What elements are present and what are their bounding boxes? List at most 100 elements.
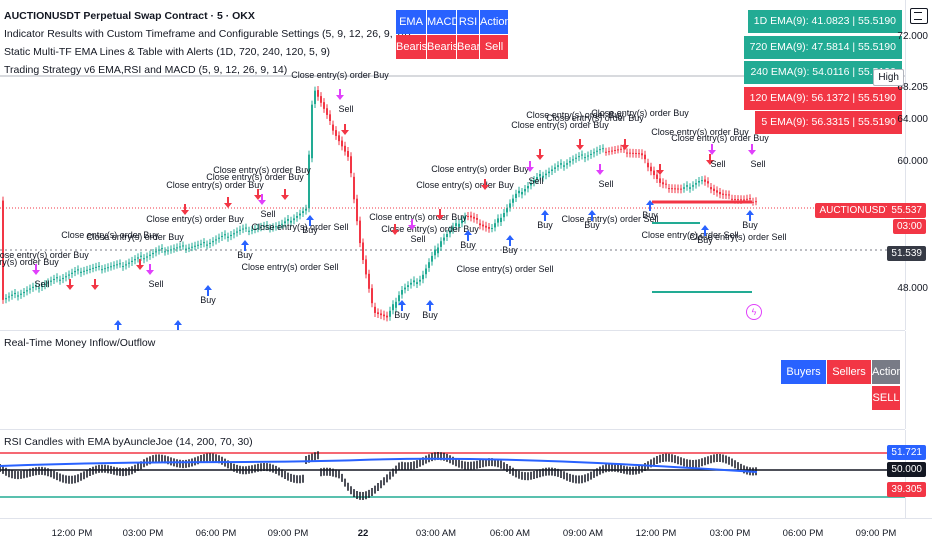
candle-body (551, 169, 553, 171)
trade-label: Buy (200, 295, 216, 305)
candle-body (320, 96, 322, 103)
sell-arrow (706, 154, 714, 165)
candle-body (260, 226, 262, 228)
rsi-candles (0, 451, 757, 500)
candle-body (431, 255, 433, 262)
pane-divider[interactable] (0, 429, 905, 430)
candle-body (143, 258, 145, 260)
indicator-legend-1[interactable]: Indicator Results with Custom Timeframe … (4, 28, 411, 40)
candle-body (419, 279, 421, 282)
buy-arrow (588, 210, 596, 221)
trade-label: Sell (338, 104, 353, 114)
candle-body (704, 179, 706, 182)
symbol-title[interactable]: AUCTIONUSDT Perpetual Swap Contract · 5 … (4, 10, 255, 22)
sell-arrow (576, 139, 584, 150)
settings-icon[interactable] (910, 8, 928, 24)
candle-body (122, 266, 124, 268)
sell-arrow (254, 189, 262, 200)
rsi-chart-canvas[interactable] (0, 430, 905, 518)
rsi-level-tag: 51.721 (887, 445, 926, 460)
lightning-icon[interactable]: ϟ (746, 304, 762, 320)
candle-body (611, 150, 613, 152)
candle-body (314, 90, 316, 105)
candle-body (56, 277, 58, 279)
candle-body (392, 304, 394, 311)
candle-body (662, 182, 664, 185)
indicator-legend-3[interactable]: Trading Strategy v6 EMA,RSI and MACD (5,… (4, 64, 288, 76)
indicator-legend-2[interactable]: Static Multi-TF EMA Lines & Table with A… (4, 46, 331, 58)
candle-body (344, 145, 346, 152)
candle-body (752, 201, 754, 203)
rsi-ema-line (0, 457, 758, 473)
price-line-tag: 51.539 (887, 246, 926, 261)
buy-arrow (746, 210, 754, 221)
signal-header-rsi: RSI (457, 10, 479, 34)
candle-body (380, 313, 382, 316)
candle-body (755, 201, 757, 203)
price-axis[interactable] (905, 0, 932, 330)
candle-body (440, 241, 442, 247)
candle-body (326, 108, 328, 115)
candle-body (377, 312, 379, 315)
candle-body (110, 266, 112, 268)
candle-body (269, 228, 271, 230)
time-label: 09:00 AM (562, 528, 604, 539)
price-label: 48.000 (897, 283, 928, 294)
candle-body (443, 237, 445, 241)
time-label: 06:00 AM (489, 528, 531, 539)
candle-body (332, 124, 334, 131)
trade-label: Close entry(s) order Buy (381, 224, 479, 234)
candle-body (113, 265, 115, 267)
rsi-pane-title[interactable]: RSI Candles with EMA byAuncleJoe (14, 20… (4, 436, 253, 448)
candle-body (641, 153, 643, 156)
buy-arrow (306, 215, 314, 226)
candle-body (86, 269, 88, 271)
candle-body (284, 221, 286, 224)
candle-body (581, 154, 583, 156)
candle-body (239, 229, 241, 231)
trade-label: Sell (598, 179, 613, 189)
candle-body (383, 314, 385, 317)
ema-row-1d: 1D EMA(9): 41.0823 | 55.5190 (747, 10, 902, 33)
buy-arrow (114, 320, 122, 330)
trade-label: Sell (528, 176, 543, 186)
trade-label: Close entry(s) order Buy (61, 230, 159, 240)
candle-body (395, 301, 397, 308)
sell-arrow (336, 89, 344, 100)
candle-body (116, 264, 118, 266)
candle-body (734, 198, 736, 200)
candle-body (743, 199, 745, 201)
candle-body (257, 227, 259, 229)
candle-body (161, 248, 163, 250)
price-label: 68.205 (897, 82, 928, 93)
money-pane-axis[interactable] (905, 331, 932, 429)
money-pane-title[interactable]: Real-Time Money Inflow/Outflow (4, 337, 156, 349)
candle-body (503, 213, 505, 218)
candle-body (107, 267, 109, 269)
candle-body (599, 149, 601, 151)
main-chart-canvas[interactable]: Close entry(s) order Buy Close entry(s) o… (0, 0, 905, 330)
candle-body (194, 245, 196, 247)
candle-body (176, 247, 178, 249)
candle-body (227, 236, 229, 238)
time-label: 06:00 PM (195, 528, 237, 539)
candle-body (479, 223, 481, 226)
pane-divider[interactable] (0, 330, 905, 331)
trade-label: Close entry(s) order Buy (651, 127, 749, 137)
trade-label: Buy (237, 250, 253, 260)
candle-body (101, 269, 103, 271)
trade-label: Buy (742, 220, 758, 230)
candle-body (452, 226, 454, 230)
candle-body (686, 185, 688, 187)
candle-body (653, 170, 655, 176)
candle-body (683, 187, 685, 189)
candle-body (668, 188, 670, 190)
candle-body (605, 151, 607, 153)
sell-arrow (391, 224, 399, 235)
candle-body (128, 262, 130, 264)
candle-body (77, 269, 79, 271)
sell-arrow (32, 264, 40, 275)
sell-arrow (146, 264, 154, 275)
time-label: 22 (357, 528, 369, 539)
candle-body (293, 218, 295, 221)
